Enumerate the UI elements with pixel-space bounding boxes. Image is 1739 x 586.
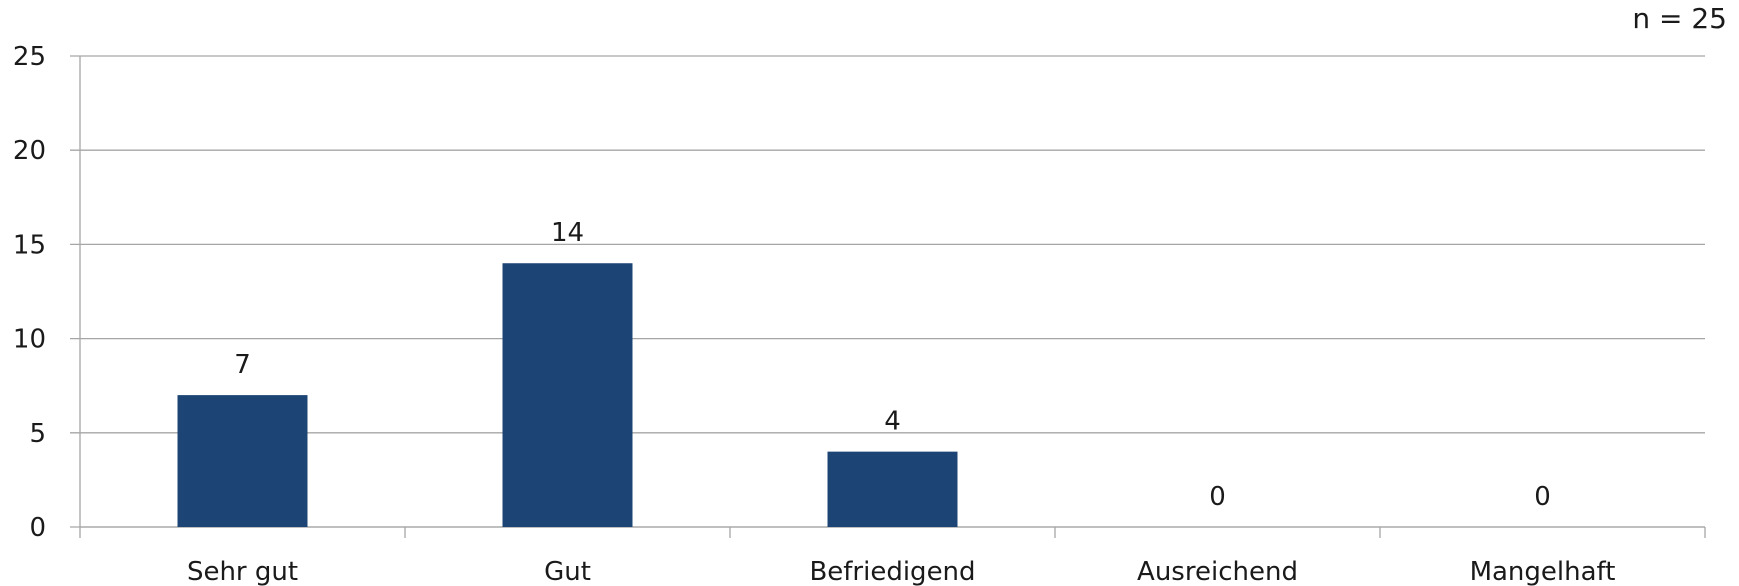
category-label: Gut [544,557,591,586]
y-tick-label: 20 [13,136,46,166]
y-tick-label: 25 [13,42,46,72]
category-label: Mangelhaft [1470,557,1616,586]
data-label: 0 [1209,482,1226,512]
data-label: 7 [234,350,251,380]
data-label: 14 [551,218,584,248]
bar [177,395,308,527]
data-label: 4 [884,407,901,437]
category-label: Sehr gut [187,557,298,586]
category-label: Ausreichend [1137,557,1298,586]
data-label: 0 [1534,482,1551,512]
y-tick-label: 10 [13,325,46,355]
y-tick-label: 5 [29,419,46,449]
sample-size-annotation: n = 25 [1632,2,1727,35]
y-tick-label: 0 [29,513,46,543]
bar [502,263,633,527]
y-tick-label: 15 [13,230,46,260]
bars [177,263,958,527]
bar [827,451,958,527]
labels: 0 5 10 15 20 25 7 Sehr gut 14 Gut 4 Befriedigend 0 Au… [13,42,1616,586]
category-label: Befriedigend [809,557,975,586]
